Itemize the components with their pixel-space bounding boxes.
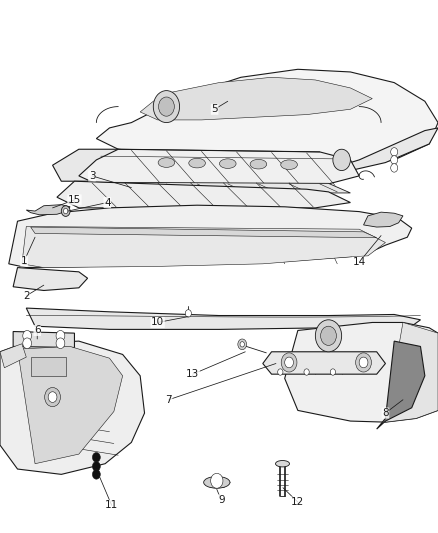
- Polygon shape: [9, 205, 412, 268]
- Text: 1: 1: [21, 256, 28, 266]
- Polygon shape: [79, 149, 359, 184]
- Circle shape: [45, 387, 60, 407]
- Circle shape: [281, 353, 297, 372]
- Ellipse shape: [158, 158, 175, 167]
- Circle shape: [92, 462, 100, 471]
- Circle shape: [391, 148, 398, 156]
- Text: 12: 12: [291, 497, 304, 507]
- Polygon shape: [31, 227, 377, 238]
- Text: 9: 9: [218, 495, 225, 505]
- Polygon shape: [18, 346, 123, 464]
- Text: 2: 2: [23, 291, 30, 301]
- Circle shape: [56, 338, 65, 349]
- Circle shape: [285, 357, 293, 368]
- Circle shape: [23, 330, 32, 341]
- Circle shape: [278, 369, 283, 375]
- Circle shape: [153, 91, 180, 123]
- Ellipse shape: [281, 160, 297, 169]
- Circle shape: [356, 353, 371, 372]
- Polygon shape: [0, 341, 145, 474]
- Ellipse shape: [219, 159, 236, 168]
- Circle shape: [240, 342, 244, 347]
- Circle shape: [48, 392, 57, 402]
- Polygon shape: [285, 322, 438, 422]
- Ellipse shape: [189, 158, 205, 168]
- Text: 8: 8: [382, 408, 389, 418]
- Circle shape: [64, 208, 68, 214]
- Polygon shape: [364, 212, 403, 227]
- Circle shape: [333, 149, 350, 171]
- Text: 15: 15: [68, 195, 81, 205]
- Circle shape: [391, 164, 398, 172]
- Circle shape: [92, 470, 100, 479]
- Polygon shape: [53, 149, 118, 181]
- Circle shape: [359, 357, 368, 368]
- Circle shape: [330, 369, 336, 375]
- Polygon shape: [377, 341, 425, 429]
- Ellipse shape: [204, 477, 230, 488]
- Polygon shape: [57, 181, 350, 208]
- Circle shape: [185, 310, 191, 317]
- Circle shape: [391, 156, 398, 164]
- Bar: [31, 357, 66, 376]
- Circle shape: [238, 339, 247, 350]
- Circle shape: [321, 326, 336, 345]
- Polygon shape: [22, 227, 385, 268]
- Polygon shape: [13, 268, 88, 290]
- Ellipse shape: [250, 159, 267, 169]
- Text: 3: 3: [88, 171, 95, 181]
- Circle shape: [56, 330, 65, 341]
- Text: 6: 6: [34, 326, 41, 335]
- Circle shape: [304, 369, 309, 375]
- Circle shape: [315, 320, 342, 352]
- Circle shape: [211, 473, 223, 488]
- Circle shape: [92, 453, 100, 462]
- Polygon shape: [13, 332, 74, 348]
- Text: 7: 7: [165, 395, 172, 405]
- Text: 13: 13: [186, 369, 199, 379]
- Text: 5: 5: [211, 104, 218, 114]
- Polygon shape: [385, 322, 438, 422]
- Polygon shape: [96, 69, 438, 165]
- Circle shape: [23, 338, 32, 349]
- Ellipse shape: [276, 461, 290, 467]
- Polygon shape: [26, 205, 70, 215]
- Polygon shape: [140, 77, 372, 120]
- Text: 10: 10: [151, 318, 164, 327]
- Circle shape: [159, 97, 174, 116]
- Polygon shape: [26, 308, 420, 329]
- Text: 14: 14: [353, 257, 366, 267]
- Text: 11: 11: [105, 500, 118, 510]
- Circle shape: [61, 206, 70, 216]
- Polygon shape: [96, 182, 350, 193]
- Polygon shape: [342, 128, 438, 171]
- Polygon shape: [263, 352, 385, 374]
- Polygon shape: [0, 344, 26, 368]
- Text: 4: 4: [104, 198, 111, 207]
